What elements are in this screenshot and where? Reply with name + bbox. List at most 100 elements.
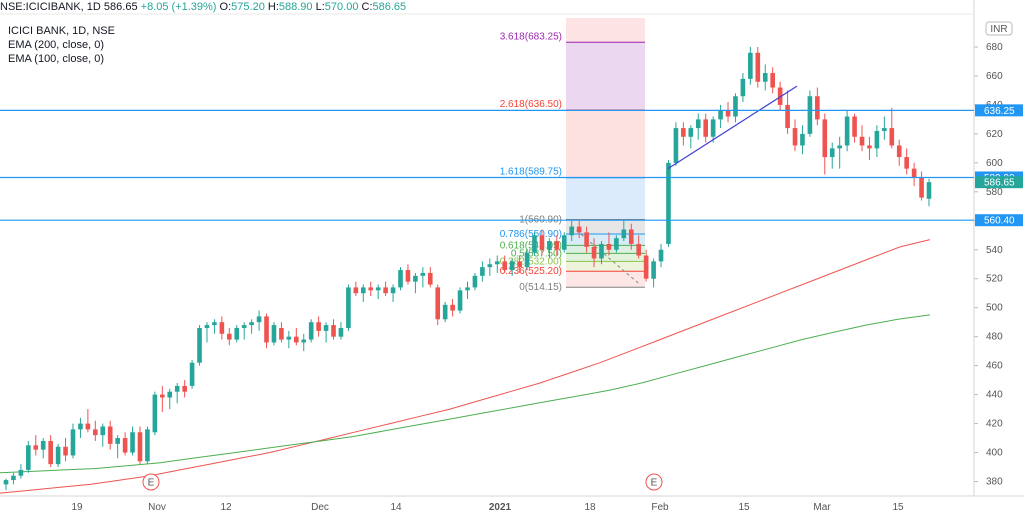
candle-body	[748, 52, 753, 79]
candle-body	[472, 275, 478, 288]
candle-body	[591, 246, 597, 259]
candle-body	[413, 275, 418, 282]
candle-body	[338, 327, 344, 337]
candle-body	[658, 249, 664, 262]
candle-body	[286, 336, 292, 340]
candle-body	[569, 226, 575, 236]
y-tick-label: 680	[986, 42, 1003, 53]
y-tick-label: 600	[986, 158, 1003, 169]
y-tick-label: 660	[986, 71, 1003, 82]
candle-body	[465, 287, 470, 291]
level-price-tag-bg	[975, 104, 1023, 117]
candle-body	[368, 287, 374, 291]
candle-body	[561, 235, 567, 250]
x-tick-label: 2021	[489, 502, 512, 513]
candle-body	[442, 304, 448, 320]
candle-body	[130, 432, 135, 453]
candle-body	[539, 235, 545, 250]
candle-body	[122, 438, 128, 453]
candle-body	[197, 327, 202, 363]
x-tick-label: 19	[71, 502, 83, 513]
candle-body	[308, 322, 314, 340]
candle-body	[271, 325, 277, 343]
candle-body	[919, 177, 924, 198]
y-tick-label: 520	[986, 274, 1003, 285]
level-price-tag: 636.25	[984, 106, 1015, 117]
candle-body	[815, 96, 820, 120]
candle-body	[33, 445, 39, 450]
earnings-marker	[645, 473, 663, 491]
candle-body	[55, 446, 61, 465]
close-label: C:	[361, 1, 373, 13]
legend-ema200[interactable]: EMA (200, close, 0)	[8, 39, 104, 51]
candle-body	[145, 429, 150, 462]
candle-body	[331, 325, 336, 337]
candle-body	[323, 325, 329, 331]
y-tick-label: 420	[986, 419, 1003, 430]
last-price-tag: 586.65	[984, 178, 1015, 189]
candle-body	[681, 128, 686, 137]
candle-body	[390, 287, 396, 294]
candle-body	[800, 133, 805, 146]
candle-body	[524, 252, 530, 268]
candle-body	[740, 78, 746, 97]
x-tick-label: Dec	[311, 502, 329, 513]
open-value: 575.20	[231, 1, 265, 13]
y-tick-label: 620	[986, 129, 1003, 140]
candle-body	[11, 475, 16, 481]
fib-ext-band-top	[566, 18, 645, 43]
candle-body	[40, 440, 46, 450]
candle-body	[85, 423, 91, 430]
candle-body	[517, 261, 522, 268]
earnings-marker	[142, 473, 160, 491]
candle-body	[494, 261, 500, 265]
y-tick-label: 580	[986, 187, 1003, 198]
candle-body	[279, 327, 284, 340]
y-tick-label: 460	[986, 361, 1003, 372]
x-tick-label: Nov	[148, 502, 166, 513]
candle-body	[450, 304, 455, 311]
x-tick-label: 15	[738, 502, 750, 513]
level-price-tag-bg	[975, 214, 1023, 227]
candle-body	[383, 287, 388, 294]
fib-ext-label: 3.618(683.25)	[500, 31, 562, 42]
chart-legend: ICICI BANK, 1D, NSE EMA (200, close, 0) …	[8, 24, 115, 66]
candle-body	[435, 287, 441, 320]
candle-body	[844, 116, 850, 146]
change-value: +8.05 (+1.39%)	[140, 1, 217, 13]
legend-ema100[interactable]: EMA (100, close, 0)	[8, 53, 104, 65]
fib-ret-label: 0.5(537.50)	[511, 248, 562, 259]
candle-body	[26, 445, 31, 470]
candle-body	[673, 128, 679, 163]
candle-body	[911, 168, 917, 178]
candle-body	[316, 322, 321, 331]
candle-body	[852, 116, 857, 137]
x-tick-label: 14	[390, 502, 402, 513]
candle-body	[249, 322, 254, 326]
candle-body	[346, 287, 351, 328]
candle-body	[160, 394, 165, 398]
x-tick-label: Mar	[813, 502, 831, 513]
candle-body	[829, 148, 835, 158]
high-value: 588.90	[278, 1, 313, 13]
fib-ret-label: 0.786(550.90)	[500, 229, 562, 240]
candle-body	[457, 290, 463, 311]
candle-body	[532, 235, 537, 253]
last-price-tag-bg	[975, 176, 1023, 189]
candle-body	[204, 325, 210, 328]
candle-body	[576, 226, 582, 233]
candle-body	[509, 261, 515, 271]
candle-body	[152, 394, 158, 433]
candle-body	[182, 385, 187, 392]
candle-body	[688, 128, 694, 137]
candle-body	[70, 429, 76, 456]
candle-body	[770, 73, 775, 88]
currency-badge	[985, 21, 1013, 36]
x-tick-label: 12	[220, 502, 232, 513]
candle-body	[584, 232, 589, 247]
candle-body	[219, 322, 225, 334]
candle-body	[889, 128, 895, 146]
candle-body	[398, 270, 403, 288]
legend-title[interactable]: ICICI BANK, 1D, NSE	[8, 25, 115, 37]
